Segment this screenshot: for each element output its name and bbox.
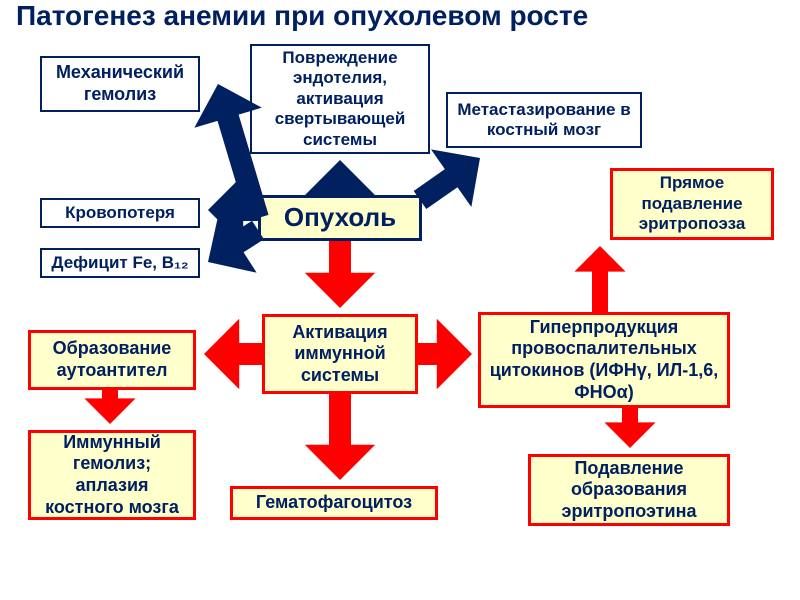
arrows-layer (0, 0, 800, 600)
